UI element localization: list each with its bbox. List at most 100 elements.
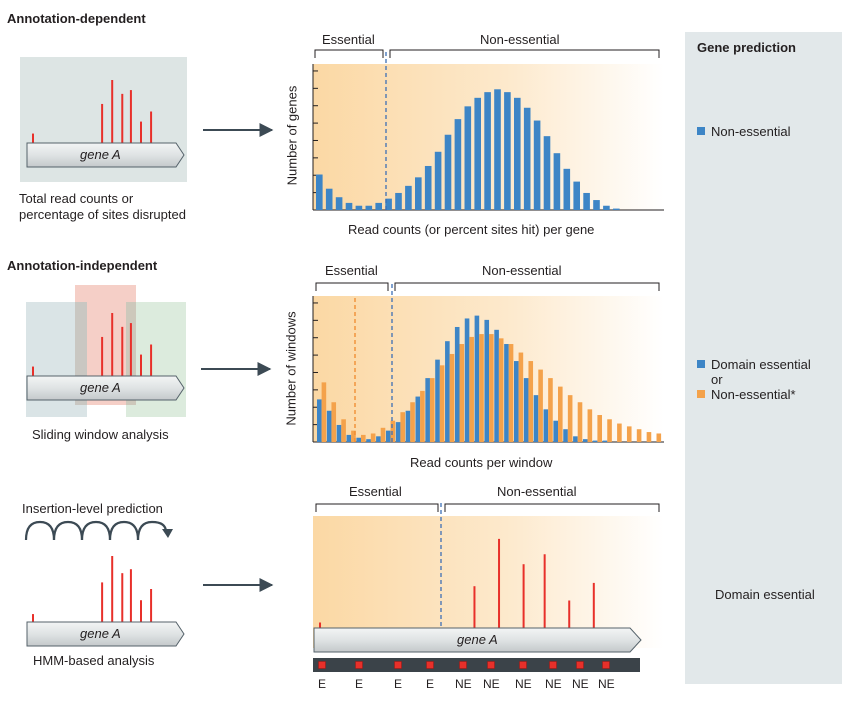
hmm-state-label: NE xyxy=(515,677,532,691)
chart1-bar xyxy=(385,198,392,210)
section1-caption-line1: Total read counts or xyxy=(19,191,134,206)
chart1-bar xyxy=(395,192,402,210)
section2-gene-label: gene A xyxy=(80,380,121,395)
chart2-bar-blue xyxy=(543,409,549,442)
chart2-bar-blue xyxy=(445,341,450,442)
chart2-bar-orange xyxy=(528,361,534,442)
chart2-bar-orange xyxy=(518,352,524,442)
hmm-state-label: NE xyxy=(545,677,562,691)
section3-diagram xyxy=(24,520,185,647)
chart2-bar-blue xyxy=(376,436,381,442)
insertion-level-arcs xyxy=(24,520,173,541)
section1-caption-line2: percentage of sites disrupted xyxy=(19,207,186,222)
chart2-bar-blue xyxy=(415,396,421,442)
hmm-nonessential-bracket xyxy=(444,503,660,512)
prediction-row2-line2: or xyxy=(711,372,723,387)
chart2-bar-blue xyxy=(336,424,342,442)
chart1-bar xyxy=(355,205,363,210)
chart2-bar-blue xyxy=(573,436,578,442)
section2-insertions xyxy=(32,313,153,376)
hmm-state-label: NE xyxy=(455,677,472,691)
arc-arrowhead xyxy=(162,529,173,538)
hmm-gene-arrow xyxy=(313,627,642,653)
chart2-bar-blue xyxy=(494,329,499,442)
chart2-bar-orange xyxy=(469,336,474,442)
chart2-bar-orange xyxy=(400,412,405,442)
chart2-bar-blue xyxy=(356,437,361,442)
hmm-state-label: E xyxy=(394,677,403,691)
chart2-bar-orange xyxy=(656,433,662,442)
chart2-bar-orange xyxy=(351,430,356,442)
chart1-bar xyxy=(563,168,571,210)
section2-gene-arrow xyxy=(26,375,185,401)
chart2-bar-orange xyxy=(577,402,583,442)
chart2-bar-orange xyxy=(331,402,337,442)
chart2-bar-orange xyxy=(597,415,602,442)
prediction-row3: Domain essential xyxy=(715,587,815,602)
chart2-bar-orange xyxy=(459,344,465,442)
chart2-bar-orange xyxy=(390,420,396,442)
chart1-bar xyxy=(365,205,373,210)
chart1-bar xyxy=(543,136,551,210)
section3-gene-arrow xyxy=(26,621,185,647)
chart2-bar-orange xyxy=(489,334,494,442)
chart2-bar-orange xyxy=(626,426,632,442)
chart1-bar xyxy=(553,153,561,210)
section2-title: Annotation-independent xyxy=(7,258,158,273)
chart2-bar-orange xyxy=(449,353,455,442)
hmm-state-marker xyxy=(459,661,467,669)
chart1-bar xyxy=(613,208,620,210)
hmm-background xyxy=(313,516,664,648)
chart2-bar-blue xyxy=(346,434,352,442)
chart2-bars xyxy=(317,315,662,442)
hmm-state-markers xyxy=(318,661,610,669)
hmm-state-label: NE xyxy=(598,677,615,691)
hmm-state-marker xyxy=(487,661,495,669)
section1-gene-label: gene A xyxy=(80,147,121,162)
chart1-bar xyxy=(603,205,610,210)
hmm-nonessential-label: Non-essential xyxy=(497,484,577,499)
chart2-bar-blue xyxy=(592,440,598,442)
chart2-bar-blue xyxy=(464,318,470,442)
chart1-bar xyxy=(573,181,580,210)
chart2-bar-orange xyxy=(361,434,366,442)
chart1-essential-label: Essential xyxy=(322,32,375,47)
hmm-state-label: E xyxy=(426,677,435,691)
chart2-bar-orange xyxy=(410,402,415,442)
chart1-bar xyxy=(464,106,472,210)
chart2-bar-orange xyxy=(321,382,327,442)
chart1-essential-bracket xyxy=(314,49,384,58)
chart2-bar-blue xyxy=(582,439,588,442)
chart1-bar xyxy=(375,202,382,210)
chart1-bar xyxy=(335,197,343,210)
chart1-bar xyxy=(316,174,323,210)
chart2-ylabel: Number of windows xyxy=(283,311,299,426)
chart1-bar xyxy=(444,134,452,210)
chart2-bar-blue xyxy=(563,429,568,442)
chart2-bar-orange xyxy=(380,427,386,442)
chart1-bar xyxy=(504,92,511,210)
chart1-bar xyxy=(424,165,432,210)
hmm-state-marker xyxy=(318,661,326,669)
chart2-essential-bracket xyxy=(315,282,389,291)
chart2 xyxy=(312,282,664,443)
blue-square-icon xyxy=(697,360,705,368)
chart2-bar-blue xyxy=(425,378,430,442)
chart1-bar xyxy=(474,97,481,210)
hmm-gene-label: gene A xyxy=(457,632,498,647)
section2-diagram xyxy=(26,285,186,417)
chart2-bar-orange xyxy=(558,386,563,442)
hmm-state-marker xyxy=(549,661,557,669)
chart1-ylabel: Number of genes xyxy=(284,85,300,186)
chart1-bar xyxy=(415,177,422,210)
chart2-bar-blue xyxy=(395,422,401,442)
chart2-xlabel: Read counts per window xyxy=(410,455,553,470)
chart2-bar-blue xyxy=(523,378,529,442)
chart2-bar-orange xyxy=(636,429,642,442)
section1-title: Annotation-dependent xyxy=(7,11,146,26)
chart2-bar-blue xyxy=(317,399,322,442)
chart2-bar-orange xyxy=(587,409,593,442)
section2-caption: Sliding window analysis xyxy=(32,427,169,442)
chart2-bar-orange xyxy=(646,432,652,442)
chart2-bar-orange xyxy=(508,344,514,442)
